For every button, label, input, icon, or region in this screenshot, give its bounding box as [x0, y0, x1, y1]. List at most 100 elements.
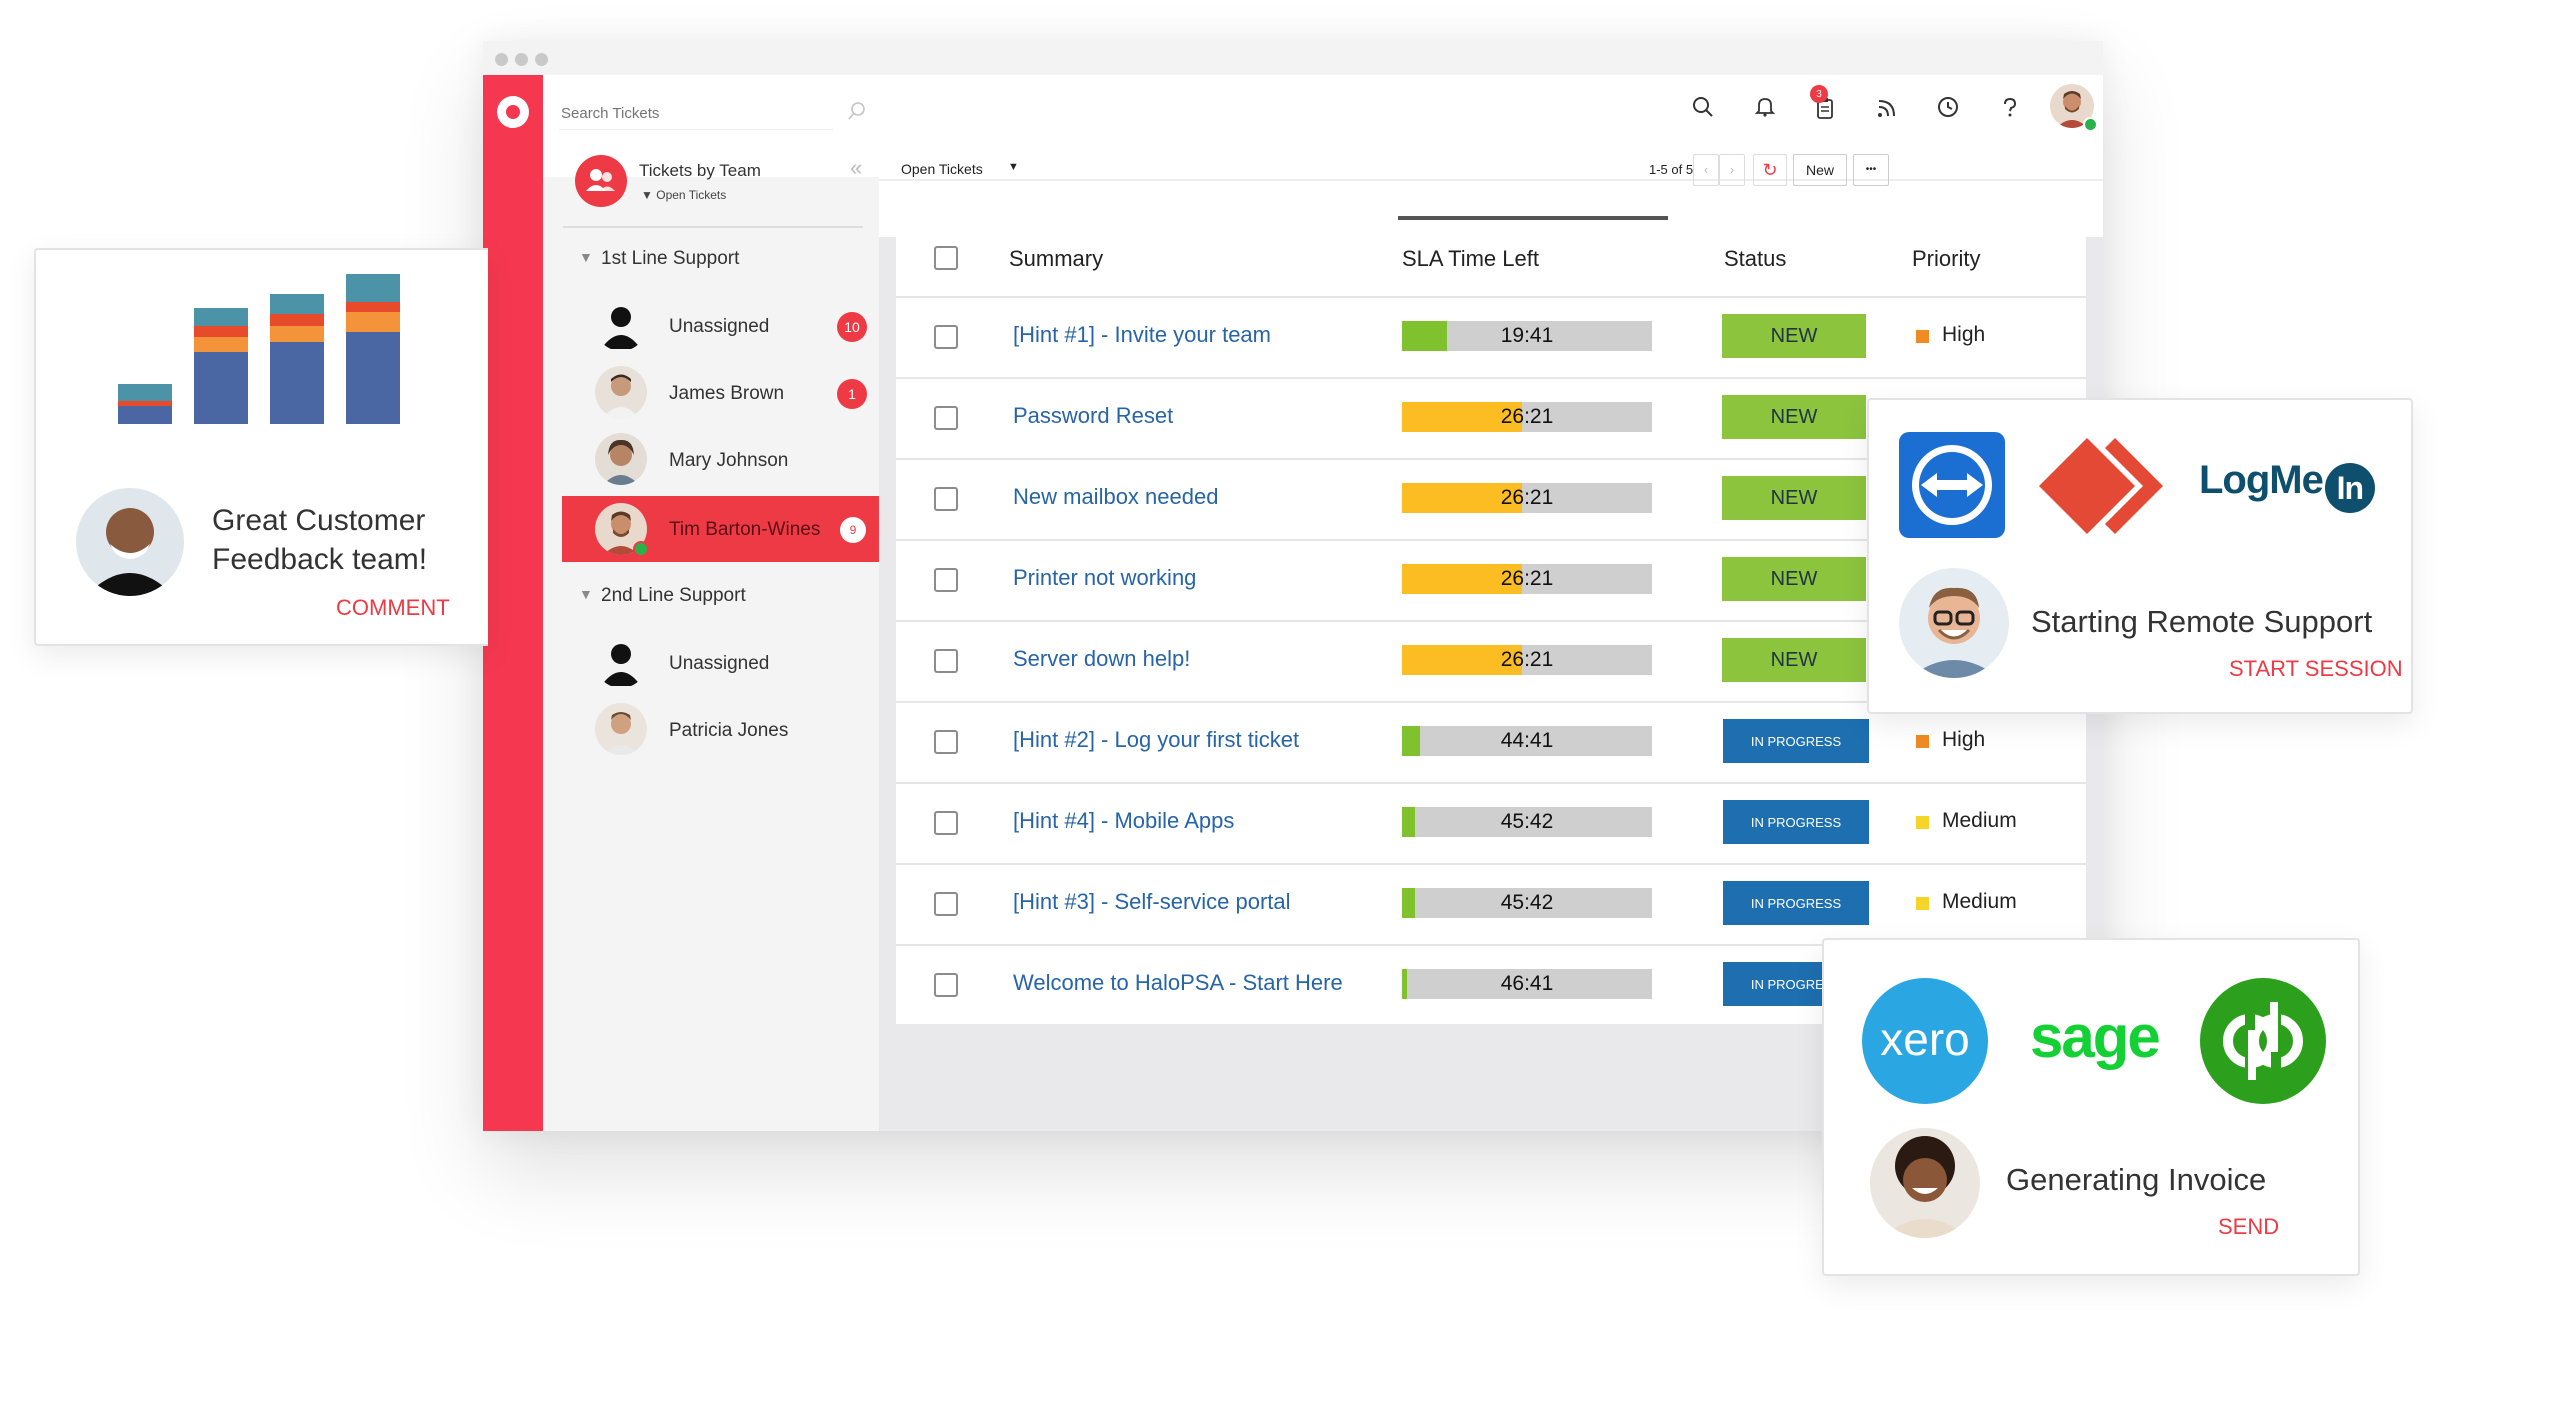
sidebar-filter[interactable]: ▼ Open Tickets — [641, 188, 726, 202]
sla-bar: 44:41 — [1402, 726, 1652, 756]
sla-time: 46:41 — [1500, 972, 1554, 995]
sidebar-title[interactable]: Tickets by Team — [639, 161, 761, 180]
row-checkbox[interactable] — [934, 730, 958, 754]
priority-indicator — [1916, 330, 1929, 343]
collapse-icon[interactable]: « — [850, 155, 863, 180]
row-checkbox[interactable] — [934, 892, 958, 916]
sla-fill — [1402, 969, 1407, 999]
sidebar-item-unassigned-2[interactable]: Unassigned — [669, 653, 770, 674]
row-checkbox[interactable] — [934, 325, 958, 349]
ticket-summary-link[interactable]: Welcome to HaloPSA - Start Here — [1013, 970, 1343, 995]
group-1st-line[interactable]: 1st Line Support — [601, 248, 740, 269]
sla-time: 26:21 — [1500, 567, 1554, 590]
row-checkbox[interactable] — [934, 649, 958, 673]
avatar — [595, 299, 647, 351]
send-button[interactable]: SEND — [2218, 1214, 2280, 1239]
sla-fill — [1402, 321, 1447, 351]
ticket-summary-link[interactable]: [Hint #4] - Mobile Apps — [1013, 808, 1235, 833]
window-dot[interactable] — [515, 53, 528, 66]
app-logo-center — [506, 105, 520, 119]
priority-indicator — [1916, 897, 1929, 910]
ticket-summary-link[interactable]: Password Reset — [1013, 403, 1174, 428]
gotoassist-logo-icon — [2039, 438, 2163, 534]
logmein-in: In — [2324, 463, 2375, 513]
chevron-down-icon[interactable]: ▼ — [579, 249, 593, 265]
bell-icon[interactable] — [1753, 94, 1777, 118]
row-divider — [896, 701, 2086, 703]
sla-bar: 19:41 — [1402, 321, 1652, 351]
sort-indicator — [1398, 216, 1668, 220]
ticket-summary-link[interactable]: New mailbox needed — [1013, 484, 1219, 509]
avatar — [595, 636, 647, 688]
team-icon — [575, 155, 627, 207]
priority-indicator — [1916, 735, 1929, 748]
teamviewer-logo-icon — [1899, 432, 2005, 538]
logmein-logo: LogMe In — [2199, 458, 2375, 513]
sla-time: 45:42 — [1500, 891, 1554, 914]
sidebar-item-unassigned[interactable]: Unassigned — [669, 316, 770, 337]
status-badge: IN PROGRESS — [1723, 719, 1869, 763]
search-input[interactable] — [559, 97, 833, 130]
comment-button[interactable]: COMMENT — [336, 595, 450, 620]
next-page-icon[interactable]: › — [1719, 154, 1745, 186]
new-ticket-button[interactable]: New — [1793, 154, 1847, 186]
view-selector[interactable]: Open Tickets — [901, 161, 983, 177]
row-divider — [896, 620, 2086, 622]
search-icon[interactable] — [847, 101, 867, 121]
ticket-summary-link[interactable]: [Hint #2] - Log your first ticket — [1013, 727, 1300, 752]
online-indicator — [633, 541, 649, 557]
chevron-down-icon[interactable]: ▼ — [1008, 161, 1019, 173]
ticket-summary-link[interactable]: [Hint #1] - Invite your team — [1013, 322, 1271, 347]
sidebar-item-james-brown[interactable]: James Brown — [669, 383, 785, 404]
window-dot[interactable] — [495, 53, 508, 66]
notification-badge: 3 — [1810, 85, 1828, 103]
divider — [879, 179, 2103, 181]
column-header-summary[interactable]: Summary — [1009, 246, 1104, 271]
feedback-card: Great Customer Feedback team! COMMENT — [34, 248, 488, 646]
sidebar — [543, 75, 879, 1131]
chevron-down-icon[interactable]: ▼ — [579, 586, 593, 602]
column-header-sla[interactable]: SLA Time Left — [1402, 246, 1539, 271]
ticket-summary-link[interactable]: Server down help! — [1013, 646, 1191, 671]
sla-time: 44:41 — [1500, 729, 1554, 752]
app-rail — [483, 75, 543, 1131]
select-all-checkbox[interactable] — [934, 246, 958, 270]
column-header-status[interactable]: Status — [1724, 246, 1787, 271]
row-checkbox[interactable] — [934, 568, 958, 592]
rss-icon[interactable] — [1875, 96, 1899, 120]
search-icon[interactable] — [1691, 95, 1715, 119]
sla-fill — [1402, 888, 1415, 918]
xero-logo-icon: xero — [1862, 978, 1988, 1104]
row-checkbox[interactable] — [934, 487, 958, 511]
row-checkbox[interactable] — [934, 973, 958, 997]
window-titlebar — [483, 41, 2103, 75]
refresh-icon[interactable]: ↻ — [1753, 154, 1787, 186]
help-icon[interactable] — [1998, 95, 2022, 119]
row-checkbox[interactable] — [934, 811, 958, 835]
row-checkbox[interactable] — [934, 406, 958, 430]
avatar — [76, 488, 184, 596]
sla-bar: 46:41 — [1402, 969, 1652, 999]
prev-page-icon[interactable]: ‹ — [1693, 154, 1719, 186]
sla-time: 26:21 — [1500, 648, 1554, 671]
group-2nd-line[interactable]: 2nd Line Support — [601, 585, 746, 606]
sla-bar: 26:21 — [1402, 402, 1652, 432]
sidebar-item-patricia-jones[interactable]: Patricia Jones — [669, 720, 789, 741]
window-dot[interactable] — [535, 53, 548, 66]
filter-icon: ▼ — [641, 188, 653, 202]
divider — [563, 226, 863, 228]
ticket-summary-link[interactable]: [Hint #3] - Self-service portal — [1013, 889, 1291, 914]
sidebar-item-mary-johnson[interactable]: Mary Johnson — [669, 450, 789, 471]
more-options-button[interactable]: ••• — [1853, 154, 1889, 186]
ticket-summary-link[interactable]: Printer not working — [1013, 565, 1197, 590]
column-header-priority[interactable]: Priority — [1912, 246, 1981, 271]
status-badge: NEW — [1722, 476, 1866, 520]
sla-bar: 26:21 — [1402, 483, 1652, 513]
online-indicator — [2083, 117, 2098, 132]
sla-fill — [1402, 564, 1522, 594]
row-divider — [896, 296, 2086, 298]
start-session-button[interactable]: START SESSION — [2229, 656, 2403, 681]
sidebar-subtitle: Open Tickets — [656, 188, 727, 202]
toolbar — [879, 75, 2103, 237]
clock-icon[interactable] — [1936, 95, 1960, 119]
